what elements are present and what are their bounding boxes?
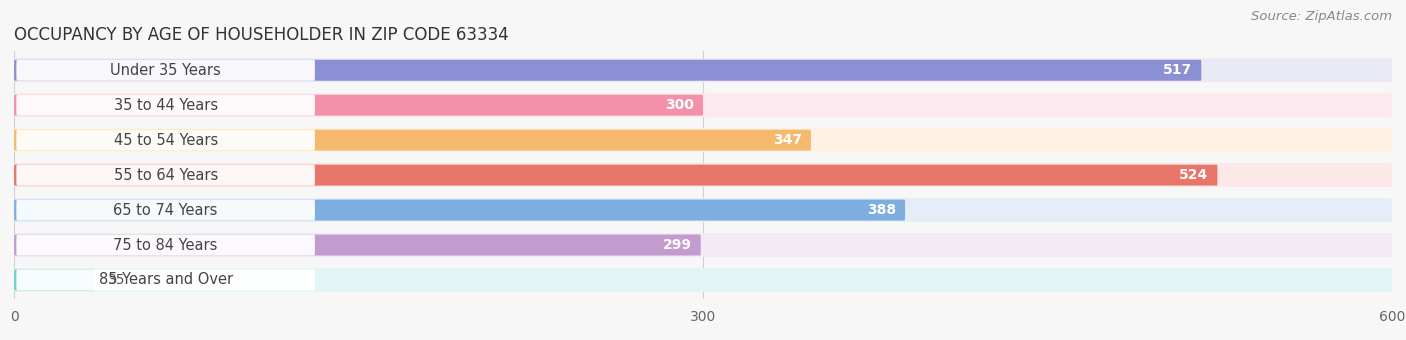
FancyBboxPatch shape (14, 270, 94, 290)
FancyBboxPatch shape (17, 130, 315, 151)
FancyBboxPatch shape (14, 60, 1201, 81)
Text: 65 to 74 Years: 65 to 74 Years (114, 203, 218, 218)
FancyBboxPatch shape (14, 165, 1218, 186)
FancyBboxPatch shape (17, 60, 315, 81)
Text: 517: 517 (1163, 63, 1192, 77)
FancyBboxPatch shape (14, 130, 811, 151)
Text: 85 Years and Over: 85 Years and Over (98, 272, 232, 288)
Text: 35 to 44 Years: 35 to 44 Years (114, 98, 218, 113)
FancyBboxPatch shape (17, 270, 315, 290)
FancyBboxPatch shape (14, 58, 1392, 82)
Text: Source: ZipAtlas.com: Source: ZipAtlas.com (1251, 10, 1392, 23)
Text: 347: 347 (773, 133, 801, 147)
FancyBboxPatch shape (17, 235, 315, 255)
FancyBboxPatch shape (14, 128, 1392, 152)
FancyBboxPatch shape (17, 200, 315, 221)
FancyBboxPatch shape (17, 95, 315, 116)
FancyBboxPatch shape (14, 268, 1392, 292)
Text: 524: 524 (1180, 168, 1208, 182)
FancyBboxPatch shape (14, 95, 703, 116)
FancyBboxPatch shape (17, 165, 315, 186)
Text: 300: 300 (665, 98, 693, 112)
FancyBboxPatch shape (14, 198, 1392, 222)
Text: 45 to 54 Years: 45 to 54 Years (114, 133, 218, 148)
Text: Under 35 Years: Under 35 Years (110, 63, 221, 78)
Text: 299: 299 (662, 238, 692, 252)
Text: 75 to 84 Years: 75 to 84 Years (114, 238, 218, 253)
Text: 388: 388 (866, 203, 896, 217)
FancyBboxPatch shape (14, 200, 905, 221)
FancyBboxPatch shape (14, 163, 1392, 187)
Text: OCCUPANCY BY AGE OF HOUSEHOLDER IN ZIP CODE 63334: OCCUPANCY BY AGE OF HOUSEHOLDER IN ZIP C… (14, 26, 509, 44)
FancyBboxPatch shape (14, 235, 700, 255)
Text: 55 to 64 Years: 55 to 64 Years (114, 168, 218, 183)
FancyBboxPatch shape (14, 233, 1392, 257)
FancyBboxPatch shape (14, 93, 1392, 117)
Text: 35: 35 (108, 273, 125, 287)
